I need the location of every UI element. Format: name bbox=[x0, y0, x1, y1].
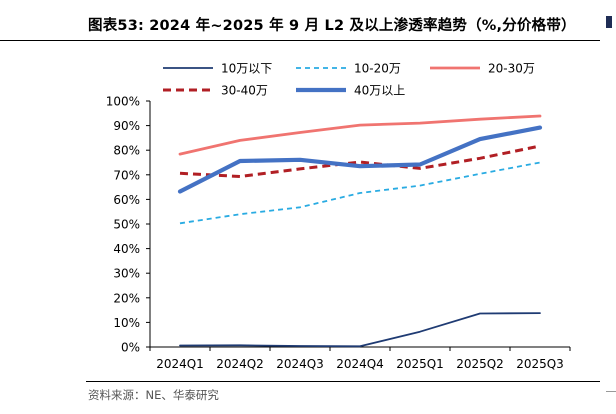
source-note: 资料来源：NE、华泰研究 bbox=[88, 388, 219, 402]
legend-label-2: 10-20万 bbox=[354, 62, 401, 76]
footer-divider bbox=[86, 381, 600, 382]
x-tick-label: 2024Q1 bbox=[156, 357, 204, 371]
y-tick-label: 30% bbox=[113, 267, 140, 281]
y-tick-label: 40% bbox=[113, 242, 140, 256]
y-tick-label: 20% bbox=[113, 291, 140, 305]
series-line-3 bbox=[178, 114, 542, 156]
title-bar: 图表53: 2024 年~2025 年 9 月 L2 及以上渗透率趋势（%,分价… bbox=[0, 0, 600, 41]
x-tick-label: 2025Q2 bbox=[456, 357, 504, 371]
legend: 10万以下 10-20万 20-30万 30-40万 40万以上 bbox=[163, 62, 535, 98]
legend-label-5: 40万以上 bbox=[354, 84, 405, 98]
y-axis: 0% 10% 20% 30% 40% 50% 60% 70% 80% 90% 100% bbox=[106, 95, 151, 355]
figure-title: 图表53: 2024 年~2025 年 9 月 L2 及以上渗透率趋势（%,分价… bbox=[88, 18, 576, 34]
y-tick-label: 0% bbox=[121, 341, 140, 355]
y-tick-label: 50% bbox=[113, 218, 140, 232]
y-tick-label: 90% bbox=[113, 119, 140, 133]
y-tick-label: 100% bbox=[106, 95, 140, 109]
adjacent-figure-edge bbox=[606, 16, 612, 28]
x-tick-label: 2025Q3 bbox=[516, 357, 564, 371]
x-tick-label: 2024Q3 bbox=[276, 357, 324, 371]
adjacent-figure-edge-dash bbox=[606, 391, 616, 392]
y-tick-label: 60% bbox=[113, 193, 140, 207]
y-tick-label: 80% bbox=[113, 144, 140, 158]
legend-label-1: 10万以下 bbox=[221, 62, 272, 76]
x-tick-label: 2024Q2 bbox=[216, 357, 264, 371]
series-layer bbox=[177, 114, 543, 348]
legend-label-4: 30-40万 bbox=[221, 84, 268, 98]
series-line-5 bbox=[177, 125, 543, 194]
series-line-4 bbox=[179, 144, 541, 178]
y-tick-label: 70% bbox=[113, 168, 140, 182]
series-line-2 bbox=[179, 161, 541, 225]
legend-label-3: 20-30万 bbox=[488, 62, 535, 76]
x-tick-label: 2024Q4 bbox=[336, 357, 384, 371]
y-tick-label: 10% bbox=[113, 316, 140, 330]
x-tick-label: 2025Q1 bbox=[396, 357, 444, 371]
x-axis: 2024Q1 2024Q2 2024Q3 2024Q4 2025Q1 2025Q2 2025… bbox=[149, 346, 571, 371]
series-line-1 bbox=[179, 312, 541, 348]
